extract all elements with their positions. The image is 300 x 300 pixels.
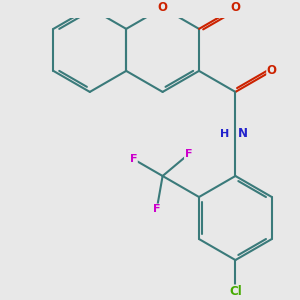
Text: Cl: Cl [229, 285, 242, 298]
Text: F: F [130, 154, 137, 164]
Text: H: H [220, 129, 229, 139]
Text: F: F [184, 149, 192, 159]
Text: N: N [238, 128, 248, 140]
Text: F: F [153, 204, 160, 214]
Text: O: O [267, 64, 277, 77]
Text: O: O [158, 2, 168, 14]
Text: O: O [230, 2, 240, 14]
